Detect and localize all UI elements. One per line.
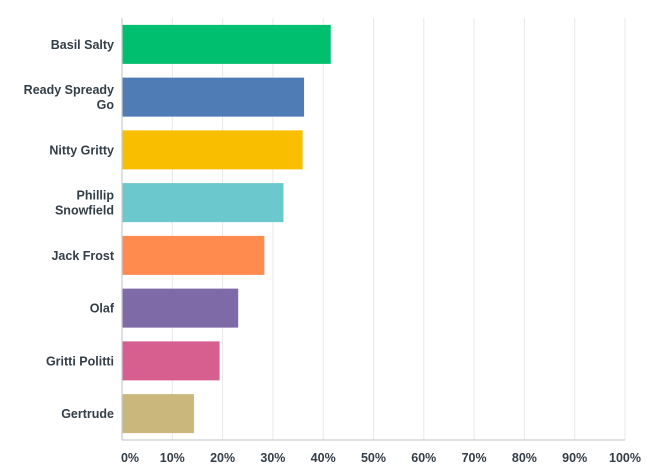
x-tick-label: 100% — [609, 451, 641, 465]
bar[interactable] — [122, 24, 331, 64]
bar[interactable] — [122, 288, 239, 328]
bar[interactable] — [122, 341, 220, 381]
x-tick-label: 0% — [121, 451, 139, 465]
category-labels: Basil Salty Ready Spready Go Nitty Gritty Ph… — [24, 38, 115, 421]
category-label: Jack Frost — [51, 249, 114, 263]
bar[interactable] — [122, 235, 265, 275]
bar[interactable] — [122, 394, 194, 434]
category-label: Olaf — [90, 302, 115, 316]
x-tick-label: 80% — [512, 451, 537, 465]
x-tick-label: 40% — [311, 451, 336, 465]
category-label: Basil Salty — [51, 38, 114, 52]
x-tick-label: 10% — [160, 451, 185, 465]
category-label: Phillip Snowfield — [55, 189, 114, 218]
x-tick-label: 70% — [462, 451, 487, 465]
category-label: Ready Spready Go — [24, 83, 115, 112]
category-label: Gertrude — [61, 407, 114, 421]
category-label: Nitty Gritty — [49, 143, 114, 157]
x-tick-label: 90% — [562, 451, 587, 465]
bar[interactable] — [122, 130, 303, 170]
x-tick-label: 60% — [411, 451, 436, 465]
x-tick-label: 20% — [210, 451, 235, 465]
bars — [122, 24, 331, 434]
x-tick-label: 50% — [361, 451, 386, 465]
x-tick-label: 30% — [260, 451, 285, 465]
category-label: Gritti Politti — [46, 354, 114, 368]
x-tick-labels: 0% 10% 20% 30% 40% 50% 60% 70% 80% 90% 100% — [121, 451, 641, 465]
bar[interactable] — [122, 77, 305, 117]
bar[interactable] — [122, 183, 284, 223]
